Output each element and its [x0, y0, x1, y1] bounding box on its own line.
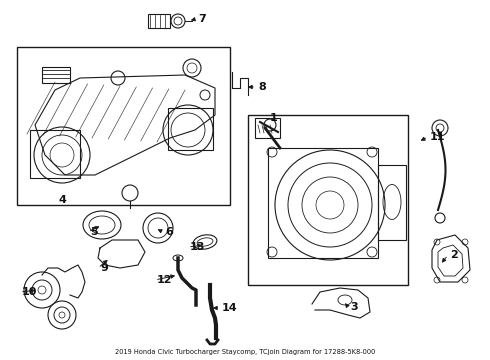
Text: 10: 10: [22, 287, 37, 297]
Bar: [17, 47, 230, 205]
Text: 1: 1: [270, 113, 278, 123]
Bar: [248, 115, 408, 285]
Text: 2019 Honda Civic Turbocharger Staycomp, TCjoin Diagram for 17288-5K8-000: 2019 Honda Civic Turbocharger Staycomp, …: [115, 349, 375, 355]
Text: 13: 13: [190, 242, 205, 252]
Bar: [148, 14, 170, 28]
Text: 11: 11: [430, 132, 445, 142]
Text: 7: 7: [198, 14, 206, 24]
Text: 14: 14: [222, 303, 238, 313]
Bar: [255, 118, 280, 138]
Text: 4: 4: [58, 195, 66, 205]
Bar: [42, 67, 70, 83]
Text: 3: 3: [350, 302, 358, 312]
Text: 6: 6: [165, 227, 173, 237]
Text: 9: 9: [100, 263, 108, 273]
Text: 8: 8: [258, 82, 266, 92]
Bar: [378, 165, 406, 240]
Bar: [268, 148, 378, 258]
Bar: [168, 108, 213, 150]
Bar: [30, 130, 80, 178]
Text: 12: 12: [157, 275, 172, 285]
Text: 5: 5: [90, 227, 98, 237]
Text: 2: 2: [450, 250, 458, 260]
